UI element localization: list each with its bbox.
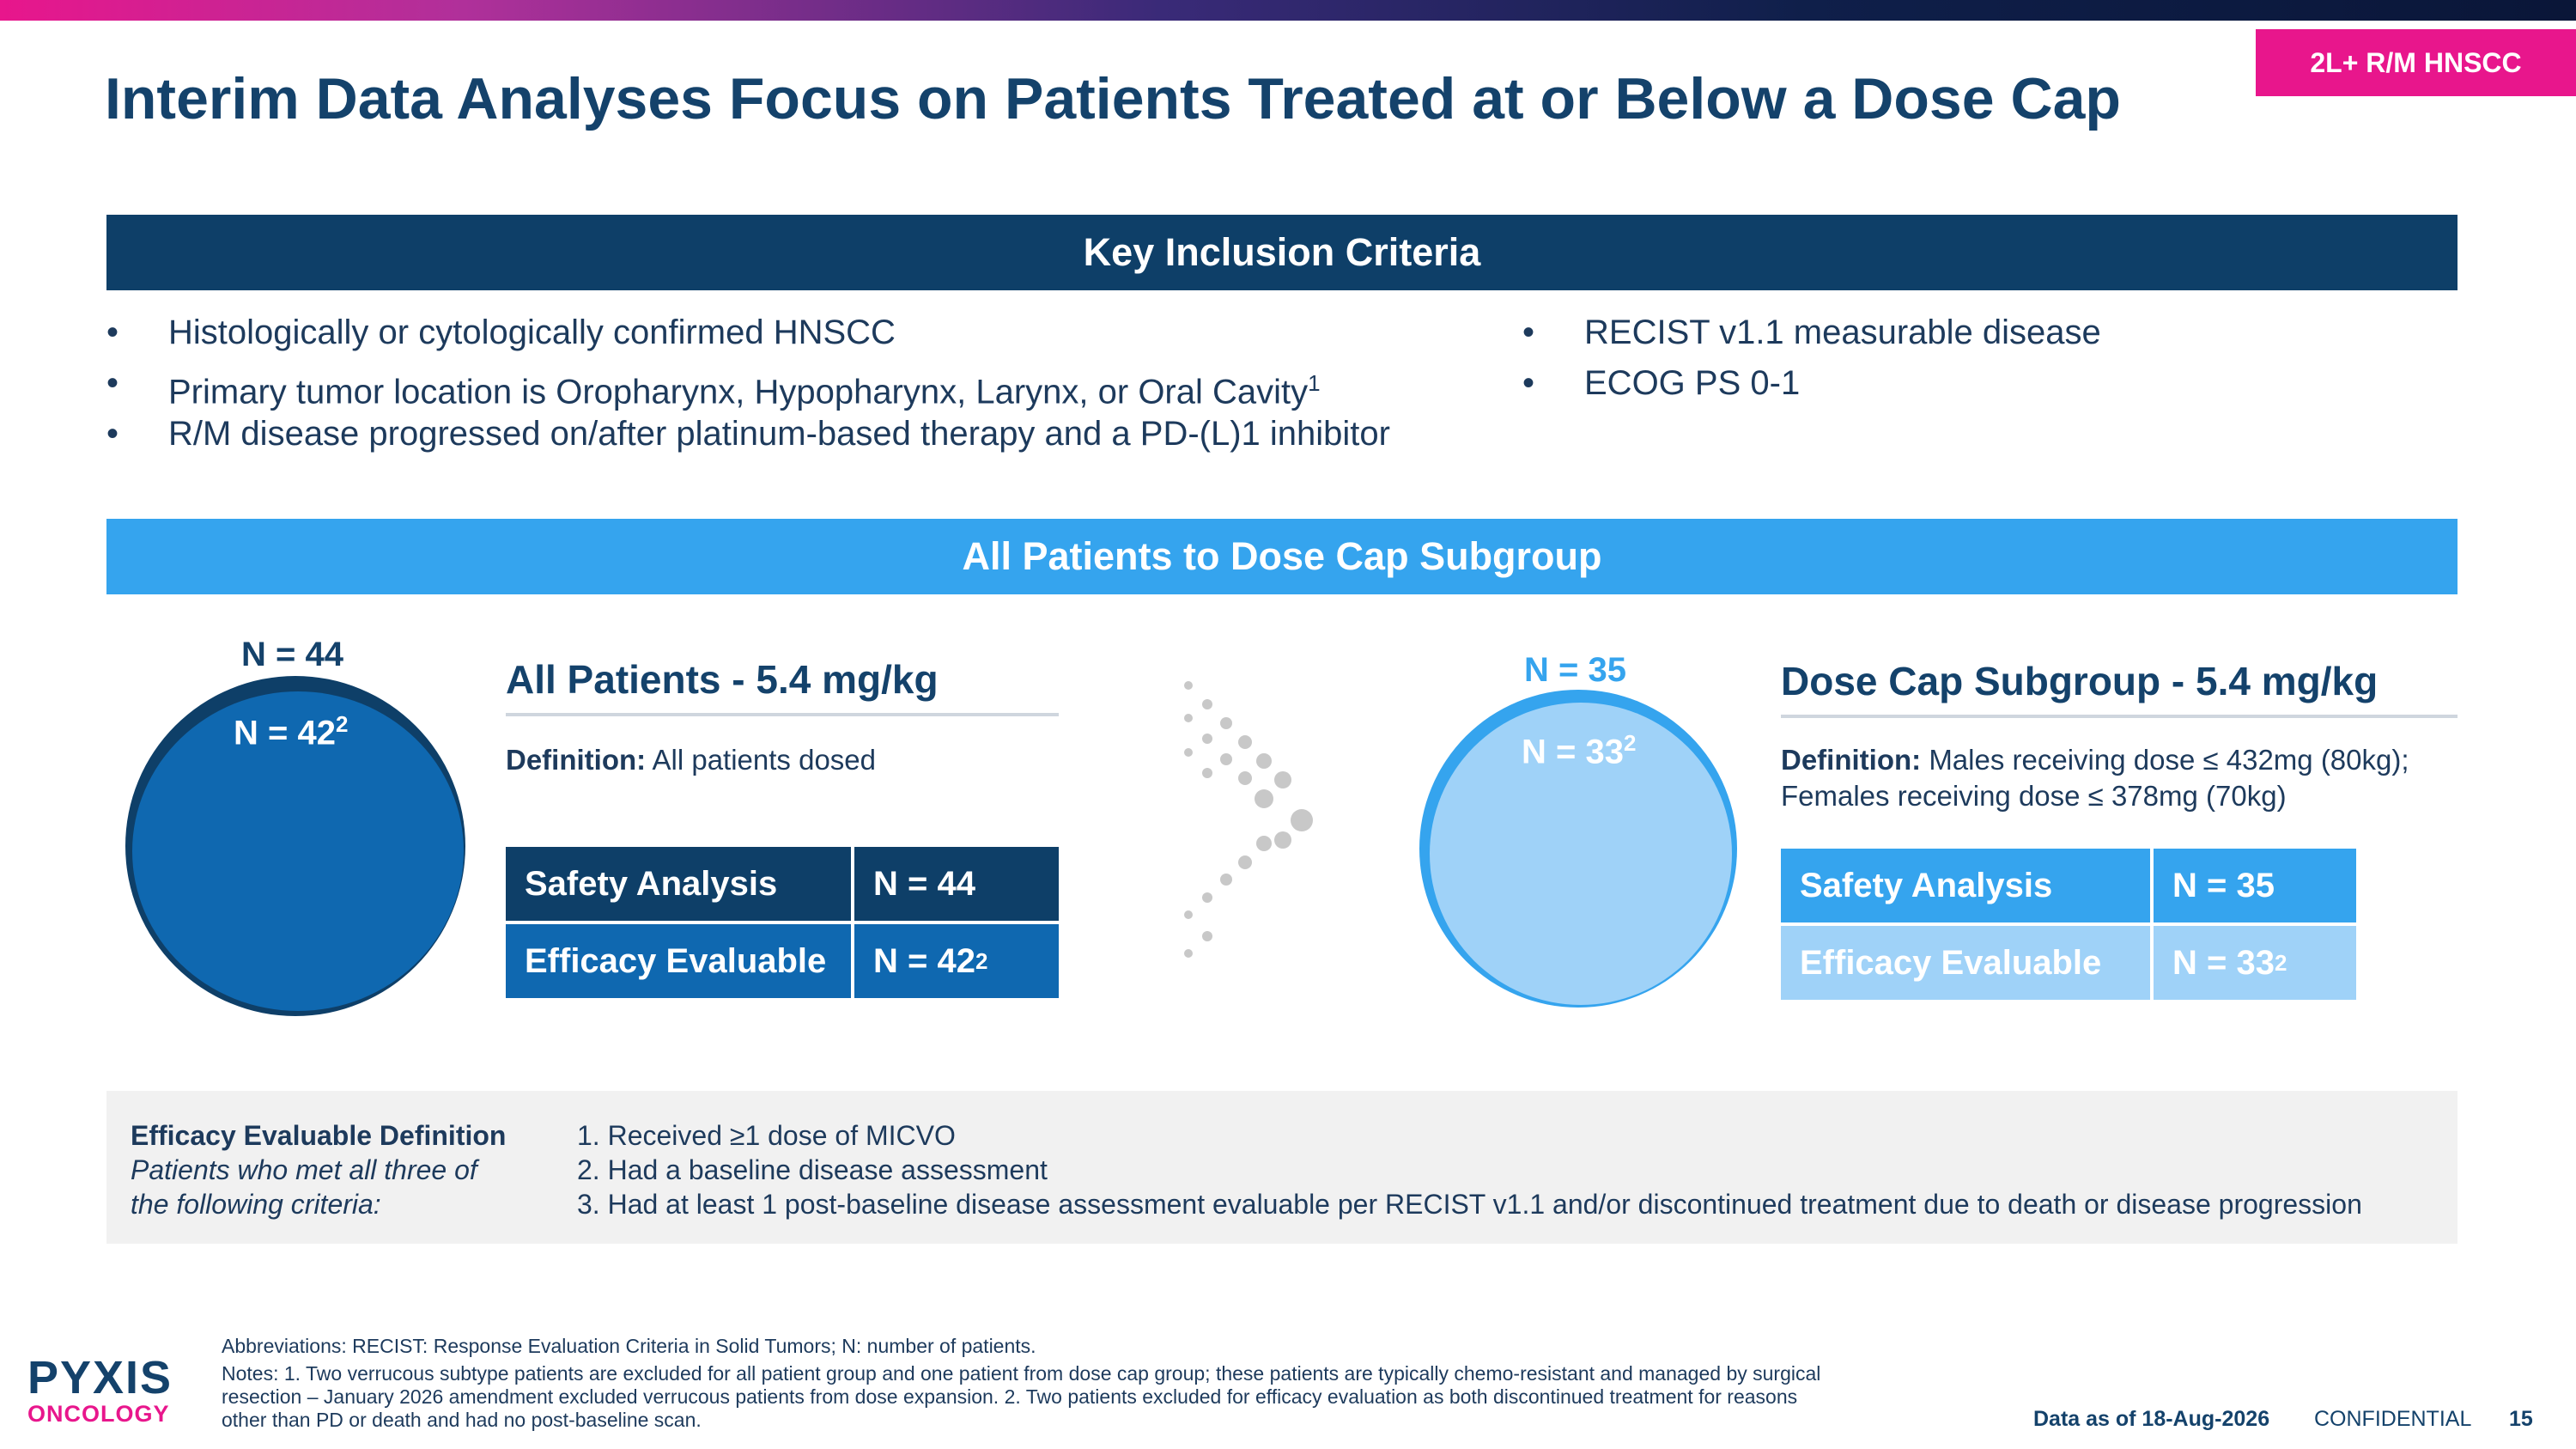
top-gradient-bar [0, 0, 2576, 21]
inclusion-item-text: ECOG PS 0-1 [1584, 364, 1801, 402]
efficacy-definition-title: Efficacy Evaluable Definition [131, 1120, 507, 1151]
dose-cap-inner-circle [1430, 703, 1732, 1005]
indication-tag: 2L+ R/M HNSCC [2256, 29, 2576, 96]
data-as-of: Data as of 18-Aug-2026 [2033, 1407, 2270, 1431]
efficacy-definition-subtitle: Patients who met all three of [131, 1154, 477, 1185]
inclusion-item-text: R/M disease progressed on/after platinum… [168, 415, 1390, 453]
all-safety-value: N = 44 [854, 847, 1059, 921]
all-patients-inner-circle [132, 691, 464, 1011]
inclusion-item: Primary tumor location is Oropharynx, Hy… [106, 358, 1390, 411]
inclusion-item-text: Primary tumor location is Oropharynx, Hy… [168, 373, 1309, 411]
cap-safety-value: N = 35 [2154, 849, 2356, 922]
all-patients-definition: Definition: All patients dosed [506, 744, 877, 776]
logo-wordmark: PYXIS [27, 1352, 173, 1403]
cap-efficacy-value: N = 33 2 [2154, 926, 2356, 1000]
efficacy-definition-label: Efficacy Evaluable Definition Patients w… [131, 1118, 506, 1221]
footnotes: Notes: 1. Two verrucous subtype patients… [222, 1362, 1821, 1431]
dose-cap-n-outer: N = 35 [1524, 651, 1626, 689]
inclusion-item: RECIST v1.1 measurable disease [1522, 307, 2101, 358]
dose-cap-definition: Definition: Males receiving dose ≤ 432mg… [1781, 744, 2409, 812]
inclusion-item-text: RECIST v1.1 measurable disease [1584, 314, 2101, 351]
confidential-label: CONFIDENTIAL [2314, 1407, 2472, 1431]
all-safety-label: Safety Analysis [506, 847, 851, 921]
dose-cap-n-inner: N = 332 [1522, 730, 1637, 771]
criteria-item: 3. Had at least 1 post-baseline disease … [577, 1189, 2362, 1220]
inclusion-item: R/M disease progressed on/after platinum… [106, 409, 1390, 460]
inclusion-list-left: Histologically or cytologically confirme… [106, 307, 1390, 460]
dose-cap-title: Dose Cap Subgroup - 5.4 mg/kg [1781, 658, 2458, 718]
inclusion-item-text: Histologically or cytologically confirme… [168, 314, 896, 351]
inclusion-header: Key Inclusion Criteria [106, 215, 2458, 290]
footnote-marker: 1 [1308, 370, 1321, 396]
inclusion-list-right: RECIST v1.1 measurable disease ECOG PS 0… [1522, 307, 2101, 409]
cap-efficacy-label: Efficacy Evaluable [1781, 926, 2150, 1000]
inclusion-item: Histologically or cytologically confirme… [106, 307, 1390, 358]
efficacy-definition-box [106, 1091, 2458, 1244]
criteria-item: 2. Had a baseline disease assessment [577, 1154, 1048, 1185]
all-efficacy-value: N = 42 2 [854, 924, 1059, 998]
cap-safety-label: Safety Analysis [1781, 849, 2150, 922]
all-patients-n-inner: N = 422 [234, 711, 349, 752]
subgroup-header: All Patients to Dose Cap Subgroup [106, 519, 2458, 594]
all-patients-title: All Patients - 5.4 mg/kg [506, 656, 1059, 716]
criteria-item: 1. Received ≥1 dose of MICVO [577, 1120, 956, 1151]
logo-subtitle: ONCOLOGY [27, 1401, 170, 1427]
efficacy-criteria-list: 1. Received ≥1 dose of MICVO 2. Had a ba… [577, 1118, 2362, 1221]
pyxis-logo: PYXIS ONCOLOGY [27, 1355, 191, 1428]
all-efficacy-label: Efficacy Evaluable [506, 924, 851, 998]
abbreviations-note: Abbreviations: RECIST: Response Evaluati… [222, 1335, 1036, 1357]
page-number: 15 [2509, 1407, 2533, 1431]
efficacy-definition-subtitle: the following criteria: [131, 1189, 381, 1220]
inclusion-item: ECOG PS 0-1 [1522, 358, 2101, 409]
page-title: Interim Data Analyses Focus on Patients … [105, 66, 2121, 131]
all-patients-n-outer: N = 44 [241, 636, 343, 673]
chevron-arrow-icon [1184, 681, 1313, 958]
